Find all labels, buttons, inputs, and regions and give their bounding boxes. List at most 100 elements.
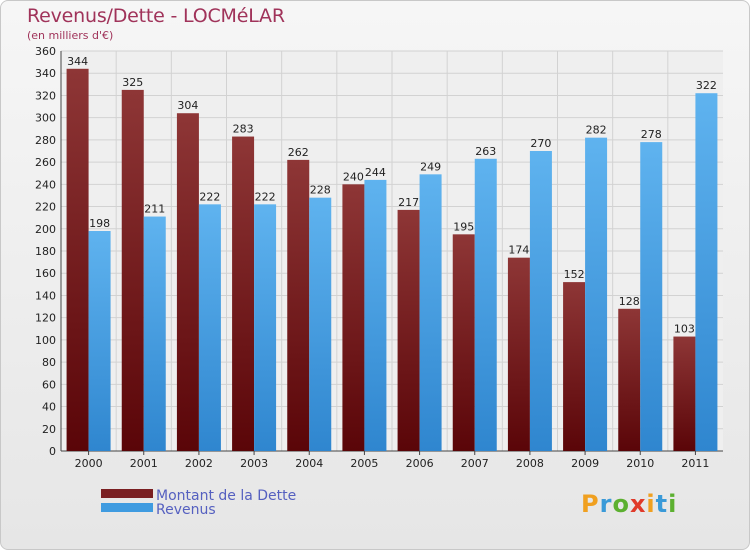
x-tick-label: 2011 xyxy=(681,457,709,470)
y-tick-label: 20 xyxy=(42,423,56,436)
data-label: 222 xyxy=(199,190,220,203)
bar-revenus-2011 xyxy=(695,93,718,451)
x-tick-label: 2002 xyxy=(185,457,213,470)
y-tick-label: 40 xyxy=(42,401,56,414)
x-tick-label: 2010 xyxy=(626,457,654,470)
data-label: 211 xyxy=(144,203,165,216)
x-tick-label: 2004 xyxy=(295,457,323,470)
y-tick-label: 100 xyxy=(35,334,56,347)
data-label: 174 xyxy=(508,244,529,257)
x-tick-label: 2005 xyxy=(350,457,378,470)
bar-revenus-2006 xyxy=(419,174,442,452)
y-tick-label: 0 xyxy=(49,445,56,458)
legend-label: Revenus xyxy=(156,502,216,518)
bar-dette-2003 xyxy=(232,136,255,452)
y-tick-label: 160 xyxy=(35,267,56,280)
bar-dette-2001 xyxy=(121,89,144,451)
y-tick-label: 140 xyxy=(35,289,56,302)
data-label: 282 xyxy=(586,124,607,137)
legend-label: Montant de la Dette xyxy=(156,488,296,504)
data-label: 244 xyxy=(365,166,386,179)
logo-letter: t xyxy=(655,490,669,518)
bar-revenus-2001 xyxy=(143,216,166,451)
data-label: 344 xyxy=(67,55,88,68)
data-label: 240 xyxy=(343,170,364,183)
bar-revenus-2009 xyxy=(585,137,608,451)
y-tick-label: 60 xyxy=(42,378,56,391)
data-label: 228 xyxy=(310,184,331,197)
y-tick-label: 340 xyxy=(35,67,56,80)
data-label: 249 xyxy=(420,160,441,173)
data-labels: 344 198 325 211 304 222 283 222 262 228 240 244 217 2… xyxy=(67,55,717,336)
grid-lines xyxy=(61,50,723,452)
y-tick-label: 280 xyxy=(35,134,56,147)
data-label: 263 xyxy=(475,145,496,158)
y-tick-label: 360 xyxy=(35,45,56,58)
bar-revenus-2008 xyxy=(529,151,552,451)
data-label: 152 xyxy=(564,268,585,281)
bar-dette-2009 xyxy=(563,282,586,451)
data-label: 322 xyxy=(696,79,717,92)
bar-dette-2008 xyxy=(507,257,530,451)
bar-dette-2000 xyxy=(66,68,89,452)
data-label: 283 xyxy=(233,123,254,136)
x-tick-label: 2003 xyxy=(240,457,268,470)
x-tick-label: 2008 xyxy=(516,457,544,470)
axes: 0 20 40 60 80 100 120 140 160 180 200 220 240 260 280 3… xyxy=(35,45,723,470)
data-label: 278 xyxy=(641,128,662,141)
x-tick-label: 2009 xyxy=(571,457,599,470)
data-label: 270 xyxy=(530,137,551,150)
bar-revenus-2000 xyxy=(88,231,111,451)
x-tick-label: 2001 xyxy=(130,457,158,470)
logo-letter: P xyxy=(581,490,600,518)
data-label: 262 xyxy=(288,146,309,159)
chart-subtitle: (en milliers d'€) xyxy=(27,29,114,42)
proxiti-logo: Proxiti xyxy=(581,490,677,518)
data-label: 325 xyxy=(122,76,143,89)
x-tick-label: 2006 xyxy=(406,457,434,470)
data-label: 217 xyxy=(398,196,419,209)
y-tick-label: 120 xyxy=(35,312,56,325)
y-tick-label: 200 xyxy=(35,223,56,236)
data-label: 304 xyxy=(177,99,198,112)
logo-letter: x xyxy=(629,490,647,518)
bar-dette-2010 xyxy=(618,308,641,451)
legend-swatch-dette xyxy=(101,489,153,498)
bar-revenus-2005 xyxy=(364,179,387,451)
bar-revenus-2004 xyxy=(309,197,332,451)
legend-swatch-revenus xyxy=(101,503,153,512)
logo-letter: i xyxy=(646,490,656,518)
y-tick-label: 320 xyxy=(35,89,56,102)
y-tick-label: 260 xyxy=(35,156,56,169)
x-tick-label: 2007 xyxy=(461,457,489,470)
y-tick-label: 220 xyxy=(35,201,56,214)
bar-revenus-2002 xyxy=(198,204,221,451)
x-tick-label: 2000 xyxy=(75,457,103,470)
data-label: 103 xyxy=(674,323,695,336)
data-label: 128 xyxy=(619,295,640,308)
y-tick-label: 180 xyxy=(35,245,56,258)
logo-letter: r xyxy=(599,490,613,518)
bar-dette-2004 xyxy=(287,159,310,451)
bars xyxy=(66,68,718,452)
bar-dette-2007 xyxy=(452,234,475,451)
data-label: 198 xyxy=(89,217,110,230)
data-label: 222 xyxy=(255,190,276,203)
y-tick-label: 80 xyxy=(42,356,56,369)
logo-letter: i xyxy=(668,490,678,518)
chart-title: Revenus/Dette - LOCMéLAR xyxy=(27,5,285,27)
logo-letter: o xyxy=(612,490,630,518)
bar-revenus-2007 xyxy=(474,158,497,451)
bar-dette-2006 xyxy=(397,209,420,451)
bar-dette-2005 xyxy=(342,184,365,452)
y-tick-label: 300 xyxy=(35,112,56,125)
bar-dette-2002 xyxy=(176,113,199,451)
y-tick-label: 240 xyxy=(35,178,56,191)
bar-dette-2011 xyxy=(673,336,696,451)
bar-revenus-2010 xyxy=(640,142,663,451)
data-label: 195 xyxy=(453,220,474,233)
bar-revenus-2003 xyxy=(254,204,277,451)
